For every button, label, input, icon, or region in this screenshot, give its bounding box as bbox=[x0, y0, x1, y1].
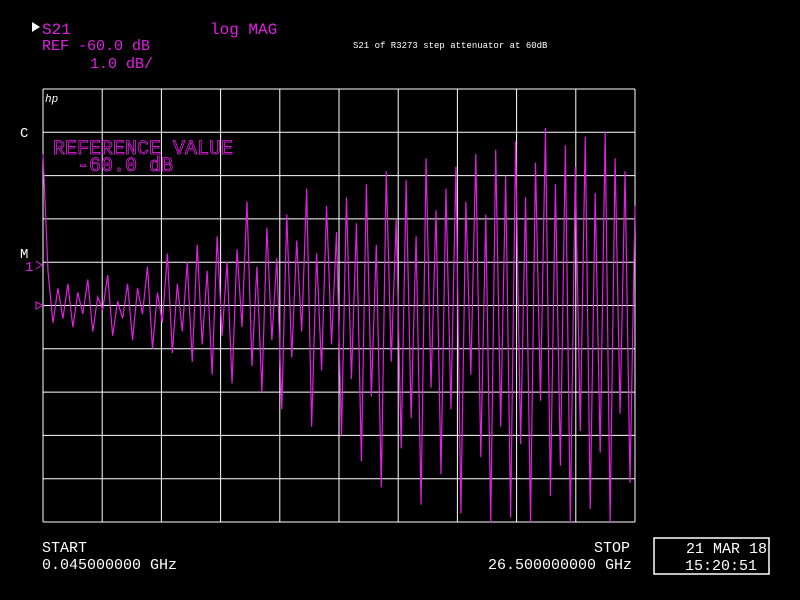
scale: 1.0 dB/ bbox=[90, 56, 153, 73]
stop-value: 26.500000000 GHz bbox=[488, 557, 632, 574]
time: 15:20:51 bbox=[685, 558, 757, 575]
reference-marker bbox=[35, 301, 45, 310]
annotation-value: -60.0 dB bbox=[77, 155, 173, 178]
stop-label: STOP bbox=[594, 540, 630, 557]
marker-label: 1 bbox=[25, 260, 33, 276]
start-value: 0.045000000 GHz bbox=[42, 557, 177, 574]
marker-flag: M bbox=[20, 247, 28, 263]
annotation: REFERENCE VALUE bbox=[53, 138, 233, 161]
marker-arrow bbox=[35, 260, 43, 270]
reference: REF -60.0 dB bbox=[42, 38, 150, 55]
parameter: S21 bbox=[42, 21, 71, 39]
trace bbox=[42, 127, 636, 523]
format: log MAG bbox=[210, 21, 277, 39]
logo: hp bbox=[45, 94, 58, 106]
start-label: START bbox=[42, 540, 87, 557]
date-box bbox=[653, 537, 770, 575]
title: S21 of R3273 step attenuator at 60dB bbox=[353, 41, 548, 51]
active-indicator bbox=[32, 22, 40, 32]
channel-flag: C bbox=[20, 126, 28, 142]
date: 21 MAR 18 bbox=[686, 541, 767, 558]
